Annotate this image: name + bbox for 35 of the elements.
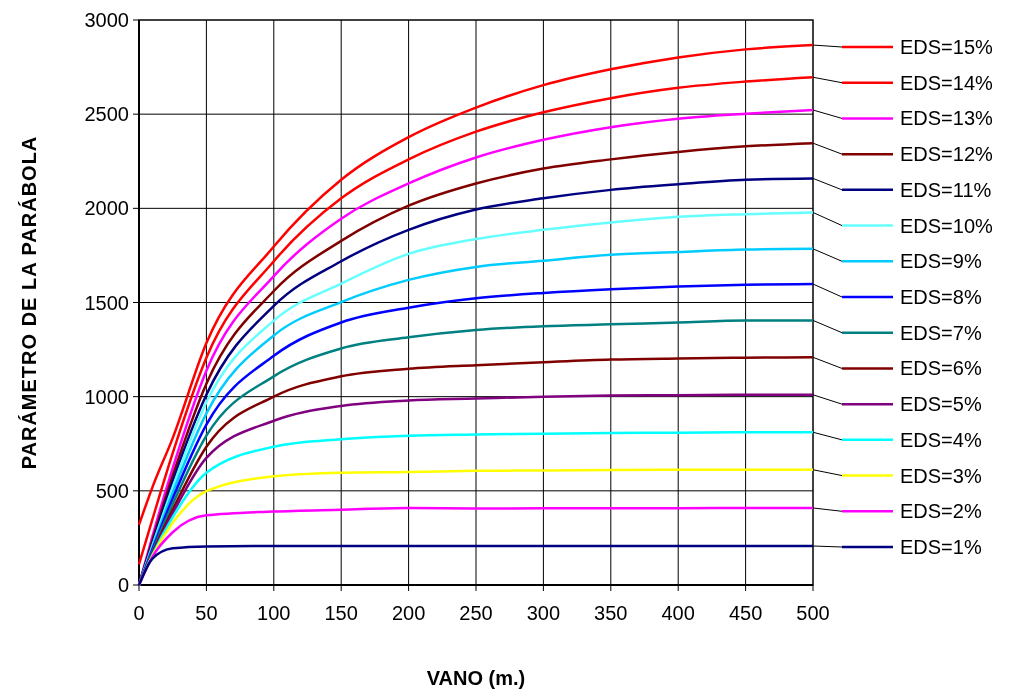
legend-label: EDS=11% bbox=[900, 178, 992, 201]
y-tick-label: 0 bbox=[117, 574, 129, 596]
legend-label: EDS=5% bbox=[900, 393, 982, 416]
legend-label: EDS=14% bbox=[900, 71, 994, 94]
legend-label: EDS=13% bbox=[900, 107, 994, 130]
x-tick-label: 400 bbox=[661, 602, 695, 624]
x-tick-label: 500 bbox=[796, 602, 830, 624]
x-tick-label: 0 bbox=[133, 602, 145, 624]
legend-label: EDS=3% bbox=[900, 464, 982, 487]
x-tick-label: 50 bbox=[195, 602, 218, 624]
legend-label: EDS=6% bbox=[900, 357, 982, 380]
legend-label: EDS=1% bbox=[900, 536, 982, 558]
legend-label: EDS=12% bbox=[900, 143, 994, 166]
y-tick-label: 3000 bbox=[84, 9, 129, 31]
y-tick-label: 2000 bbox=[84, 197, 129, 220]
x-tick-label: 150 bbox=[324, 602, 358, 624]
y-axis-title: PARÁMETRO DE LA PARÁBOLA bbox=[18, 135, 40, 470]
x-tick-label: 300 bbox=[526, 602, 561, 624]
y-tick-label: 1500 bbox=[84, 291, 129, 314]
x-axis-title: VANO (m.) bbox=[426, 667, 526, 689]
legend-label: EDS=10% bbox=[900, 214, 994, 237]
x-tick-label: 450 bbox=[728, 602, 763, 624]
x-tick-label: 200 bbox=[391, 602, 426, 624]
legend-label: EDS=4% bbox=[900, 428, 982, 451]
legend-label: EDS=2% bbox=[900, 500, 982, 523]
y-tick-label: 500 bbox=[95, 479, 129, 502]
x-tick-label: 100 bbox=[257, 602, 291, 624]
y-tick-label: 2500 bbox=[84, 103, 129, 126]
x-tick-label: 350 bbox=[594, 602, 628, 624]
legend-label: EDS=15% bbox=[900, 36, 994, 58]
y-tick-label: 1000 bbox=[84, 385, 129, 408]
x-tick-label: 250 bbox=[459, 602, 493, 624]
legend-label: EDS=9% bbox=[900, 250, 982, 273]
legend-label: EDS=7% bbox=[900, 321, 982, 344]
legend-label: EDS=8% bbox=[900, 286, 982, 308]
